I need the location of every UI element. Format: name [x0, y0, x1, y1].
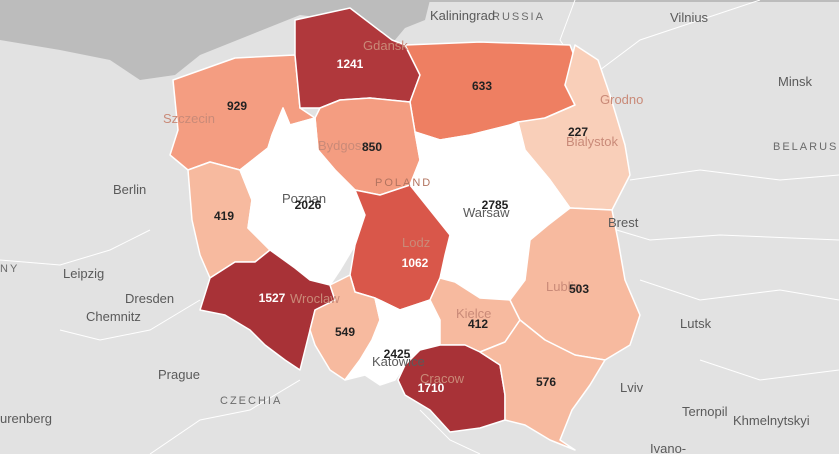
city-label-leipzig: Leipzig — [63, 266, 104, 281]
country-label-germany-partial: NY — [0, 263, 19, 275]
city-label-lutsk: Lutsk — [680, 316, 712, 331]
sea-north — [0, 0, 839, 2]
city-label-szczecin: Szczecin — [163, 111, 215, 126]
value-label-lubuskie: 419 — [214, 209, 234, 223]
region-lubelskie[interactable] — [509, 207, 641, 361]
value-label-dolnoslaskie: 1527 — [259, 291, 286, 305]
value-label-warminsko-mazurskie: 633 — [472, 79, 492, 93]
city-label-poznan: Poznan — [282, 191, 326, 206]
city-label-bialystok: Bialystok — [566, 134, 619, 149]
city-label-ivano-partial: Ivano- — [650, 441, 686, 454]
city-label-minsk: Minsk — [778, 74, 812, 89]
city-label-lviv: Lviv — [620, 380, 644, 395]
city-label-bydgoszcz: Bydgoszcz — [318, 138, 381, 153]
country-label-czechia: CZECHIA — [220, 395, 282, 407]
city-label-kaliningrad: Kaliningrad — [430, 8, 495, 23]
city-label-wroclaw: Wroclaw — [290, 291, 340, 306]
country-label-belarus: BELARUS — [773, 141, 838, 153]
country-label-russia: RUSSIA — [492, 11, 545, 23]
city-label-dresden: Dresden — [125, 291, 174, 306]
value-labels: 1241 929 633 227 850 2026 2785 419 1062 … — [214, 57, 589, 395]
value-label-lubelskie: 503 — [569, 282, 589, 296]
city-label-lodz: Lodz — [402, 235, 430, 250]
city-label-chemnitz: Chemnitz — [86, 309, 141, 324]
value-label-malopolskie: 1710 — [418, 381, 445, 395]
value-label-swietokrzyskie: 412 — [468, 317, 488, 331]
regions — [169, 7, 641, 451]
city-label-grodno: Grodno — [600, 92, 643, 107]
city-label-khmelnytskyi: Khmelnytskyi — [733, 413, 810, 428]
value-label-wielkopolskie: 2026 — [295, 198, 322, 212]
baltic-sea — [0, 0, 839, 80]
city-label-gdansk: Gdansk — [363, 38, 408, 53]
city-label-berlin: Berlin — [113, 182, 146, 197]
value-label-mazowieckie: 2785 — [482, 198, 509, 212]
value-label-opolskie: 549 — [335, 325, 355, 339]
city-label-prague: Prague — [158, 367, 200, 382]
city-label-nuremberg-partial: urenberg — [0, 411, 52, 426]
value-label-lodzkie: 1062 — [402, 256, 429, 270]
value-label-zachodniopomorskie: 929 — [227, 99, 247, 113]
value-label-podlaskie: 227 — [568, 125, 588, 139]
value-label-kujawsko-pomorskie: 850 — [362, 140, 382, 154]
city-label-brest: Brest — [608, 215, 639, 230]
region-podkarpackie[interactable] — [479, 319, 606, 451]
country-label-poland: POLAND — [375, 177, 432, 189]
city-label-katowice: Katowice — [372, 354, 425, 369]
city-label-ternopil: Ternopil — [682, 404, 728, 419]
city-label-kielce: Kielce — [456, 306, 491, 321]
city-label-lublin: Lublin — [546, 279, 581, 294]
city-label-cracow: Cracow — [420, 371, 465, 386]
value-label-slaskie: 2425 — [384, 347, 411, 361]
city-label-vilnius: Vilnius — [670, 10, 709, 25]
value-label-pomorskie: 1241 — [337, 57, 364, 71]
value-label-podkarpackie: 576 — [536, 375, 556, 389]
city-label-warsaw: Warsaw — [463, 205, 510, 220]
